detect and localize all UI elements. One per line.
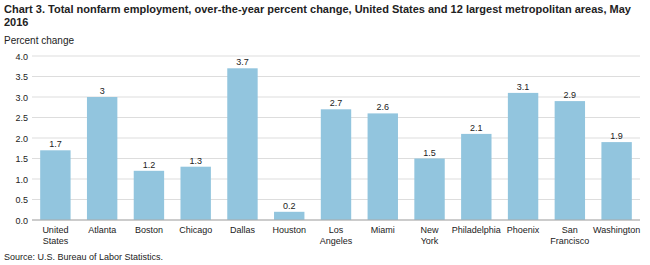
x-tick-label-line: Chicago: [179, 225, 212, 235]
y-tick-label: 2.0: [15, 134, 28, 144]
data-label: 1.2: [143, 160, 156, 170]
x-tick-label-line: York: [421, 236, 439, 246]
y-tick-label: 2.5: [15, 113, 28, 123]
x-tick-label-line: Boston: [135, 225, 163, 235]
bar: [461, 134, 491, 220]
bar: [180, 167, 210, 220]
data-label: 3.1: [517, 82, 530, 92]
x-tick-label-line: Angeles: [320, 236, 353, 246]
grid-line: [32, 220, 640, 221]
x-tick-label-line: Phoenix: [507, 225, 540, 235]
x-tick-label: UnitedStates: [42, 225, 68, 246]
bar: [368, 113, 398, 220]
x-tick-label-line: Francisco: [550, 236, 589, 246]
data-label: 0.2: [283, 201, 296, 211]
y-tick-label: 1.0: [15, 175, 28, 185]
data-label: 1.3: [189, 156, 202, 166]
x-tick-label: Miami: [371, 225, 395, 235]
data-label: 2.6: [377, 102, 390, 112]
data-label: 2.9: [564, 90, 577, 100]
bar: [601, 142, 631, 220]
x-tick-label: Houston: [272, 225, 306, 235]
y-tick-label: 4.0: [15, 52, 28, 62]
y-tick-label: 1.5: [15, 154, 28, 164]
x-tick-label: Washington: [593, 225, 640, 235]
data-label: 3.7: [236, 57, 249, 67]
bars: [40, 68, 632, 220]
bar: [227, 68, 257, 220]
data-label: 1.7: [49, 139, 62, 149]
bar: [321, 109, 351, 220]
source: Source: U.S. Bureau of Labor Statistics.: [4, 252, 163, 262]
x-tick-label-line: Washington: [593, 225, 640, 235]
chart: Chart 3. Total nonfarm employment, over-…: [0, 0, 650, 265]
bar: [40, 150, 70, 220]
x-tick-label-line: Los: [329, 225, 344, 235]
y-tick-label: 3.0: [15, 93, 28, 103]
bar: [134, 171, 164, 220]
x-tick-label: NewYork: [421, 225, 440, 246]
bar: [274, 212, 304, 220]
x-tick-label-line: San: [562, 225, 578, 235]
x-tick-label: Atlanta: [88, 225, 116, 235]
x-tick-label-line: New: [421, 225, 440, 235]
data-label: 2.1: [470, 123, 483, 133]
bar: [508, 93, 538, 220]
background: [0, 0, 650, 265]
data-labels: 1.7 3 1.2 1.3 3.7 0.2 2.7 2.6 1.5 2.1 3.1 2.9 1.9: [49, 57, 623, 211]
x-tick-label: Phoenix: [507, 225, 540, 235]
x-tick-label-line: Dallas: [230, 225, 256, 235]
data-label: 1.9: [610, 131, 623, 141]
x-axis-line: [32, 220, 640, 221]
x-tick-label: SanFrancisco: [550, 225, 589, 246]
title: Chart 3. Total nonfarm employment, over-…: [4, 3, 632, 28]
x-tick-label-line: States: [43, 236, 69, 246]
x-tick-label: Boston: [135, 225, 163, 235]
bar: [87, 97, 117, 220]
bar: [414, 159, 444, 221]
data-label: 3: [100, 86, 105, 96]
x-tick-label: Chicago: [179, 225, 212, 235]
bar: [555, 101, 585, 220]
y-tick-label: 0.5: [15, 195, 28, 205]
x-tick-label-line: Miami: [371, 225, 395, 235]
grid-line: [32, 76, 640, 77]
x-tick-label-line: Atlanta: [88, 225, 116, 235]
x-tick-label: LosAngeles: [320, 225, 353, 246]
x-tick-label-line: Houston: [272, 225, 306, 235]
data-label: 2.7: [330, 98, 343, 108]
y-tick-label: 3.5: [15, 72, 28, 82]
x-tick-label: Dallas: [230, 225, 256, 235]
x-tick-label-line: Philadelphia: [452, 225, 501, 235]
y-tick-label: 0.0: [15, 216, 28, 226]
grid-line: [32, 56, 640, 57]
x-tick-label-line: United: [42, 225, 68, 235]
title-line: Chart 3. Total nonfarm employment, over-…: [4, 3, 632, 15]
grid: [32, 56, 640, 220]
data-label: 1.5: [423, 148, 436, 158]
title-line: 2016: [4, 16, 28, 28]
x-tick-label: Philadelphia: [452, 225, 501, 235]
y-axis-label: Percent change: [4, 35, 74, 46]
